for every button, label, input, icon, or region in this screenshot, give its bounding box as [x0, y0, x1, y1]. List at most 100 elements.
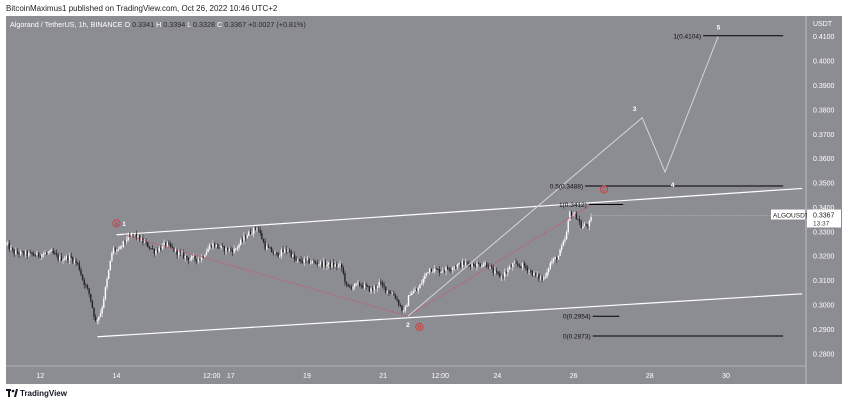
- y-axis-unit: USDT: [813, 21, 833, 28]
- legend-change: +0.0027 (+0.81%): [246, 20, 306, 29]
- chart-panel[interactable]: Algorand / TetherUS, 1h, BINANCE O 0.334…: [6, 16, 842, 384]
- candle-body: [415, 290, 418, 291]
- candle-body: [290, 250, 292, 257]
- candle-body: [217, 244, 219, 248]
- candle-body: [381, 282, 384, 285]
- candle-body: [8, 243, 10, 250]
- candle-body: [313, 261, 315, 262]
- wave-label-white: 2: [406, 322, 410, 329]
- symbol-tag-background: [771, 209, 805, 220]
- candle-body: [99, 313, 102, 317]
- y-tick-label: 0.3800: [813, 107, 835, 114]
- candle-body: [578, 219, 581, 223]
- candle-body: [298, 259, 301, 261]
- candle-body: [243, 235, 245, 241]
- candle-body: [98, 316, 100, 321]
- candle-body: [151, 248, 154, 250]
- y-tick-label: 0.3600: [813, 156, 835, 163]
- candle-body: [561, 245, 563, 250]
- candle-body: [531, 270, 534, 276]
- candle-body: [47, 252, 50, 254]
- candle-body: [367, 285, 369, 287]
- candle-body: [474, 265, 477, 268]
- candle-body: [582, 226, 584, 229]
- candle-body: [442, 271, 444, 272]
- candle-body: [429, 268, 431, 272]
- candle-body: [481, 266, 483, 267]
- wave-label-white: 4: [671, 182, 675, 189]
- candle-body: [11, 247, 14, 250]
- candle-body: [585, 224, 587, 226]
- candle-body: [391, 293, 393, 295]
- candle-body: [577, 219, 579, 221]
- candle-body: [13, 249, 15, 255]
- candle-body: [277, 253, 279, 257]
- y-tick-label: 0.3000: [813, 303, 835, 310]
- candle-body: [318, 264, 320, 266]
- candle-body: [147, 242, 149, 248]
- candle-body: [244, 235, 247, 239]
- candle-body: [567, 220, 569, 232]
- candle-body: [435, 268, 437, 270]
- candle-body: [235, 248, 237, 250]
- candle-body: [342, 267, 345, 274]
- candle-body: [334, 264, 336, 267]
- candle-body: [388, 290, 390, 294]
- fib-level-label: 1(0.3412): [559, 202, 587, 209]
- candle-body: [207, 248, 209, 252]
- candle-body: [155, 250, 157, 254]
- legend-symbol: Algorand / TetherUS, 1h, BINANCE: [10, 20, 123, 29]
- candle-body: [29, 252, 32, 254]
- candle-body: [528, 270, 530, 272]
- x-tick-label: 17: [227, 373, 235, 380]
- candle-body: [308, 258, 310, 264]
- candle-body: [288, 249, 291, 251]
- candle-body: [329, 262, 331, 267]
- candle-body: [209, 245, 211, 249]
- candle-body: [482, 264, 485, 267]
- candle-body: [70, 255, 72, 258]
- candle-body: [28, 252, 30, 256]
- candle-body: [213, 243, 216, 247]
- candle-body: [287, 249, 289, 251]
- x-tick-label: 12:00: [432, 373, 450, 380]
- candle-body: [311, 261, 314, 263]
- candle-body: [412, 291, 415, 294]
- price-chart[interactable]: Algorand / TetherUS, 1h, BINANCE O 0.334…: [6, 16, 842, 384]
- x-tick-label: 21: [379, 373, 387, 380]
- candle-body: [508, 266, 511, 270]
- legend-h-label: H: [154, 20, 163, 29]
- current-price-value: 0.3367: [813, 212, 835, 219]
- candle-body: [355, 283, 358, 285]
- candle-body: [174, 249, 177, 252]
- candle-body: [187, 257, 190, 261]
- candle-body: [332, 262, 335, 267]
- candle-body: [127, 235, 129, 240]
- candle-body: [432, 271, 434, 273]
- candle-body: [305, 258, 307, 260]
- candle-body: [402, 310, 405, 312]
- candle-body: [554, 257, 556, 259]
- candle-body: [134, 233, 136, 235]
- candle-body: [417, 288, 419, 291]
- candle-body: [90, 293, 92, 301]
- candle-body: [419, 284, 421, 289]
- candle-body: [570, 211, 573, 216]
- candle-body: [541, 277, 543, 280]
- candle-body: [583, 224, 586, 227]
- candle-body: [145, 241, 147, 243]
- candle-body: [293, 254, 296, 260]
- candle-body: [352, 286, 354, 289]
- candle-body: [104, 287, 107, 299]
- legend-c-value: 0.3367: [224, 20, 246, 29]
- candle-body: [453, 267, 455, 269]
- candle-body: [385, 286, 387, 292]
- candle-body: [373, 286, 375, 291]
- legend-l-label: L: [185, 20, 193, 29]
- candle-body: [336, 264, 338, 267]
- candle-body: [587, 225, 589, 227]
- current-price-tag-background: [807, 209, 841, 228]
- candle-body: [440, 271, 442, 273]
- candle-body: [88, 288, 90, 294]
- candle-body: [588, 220, 591, 227]
